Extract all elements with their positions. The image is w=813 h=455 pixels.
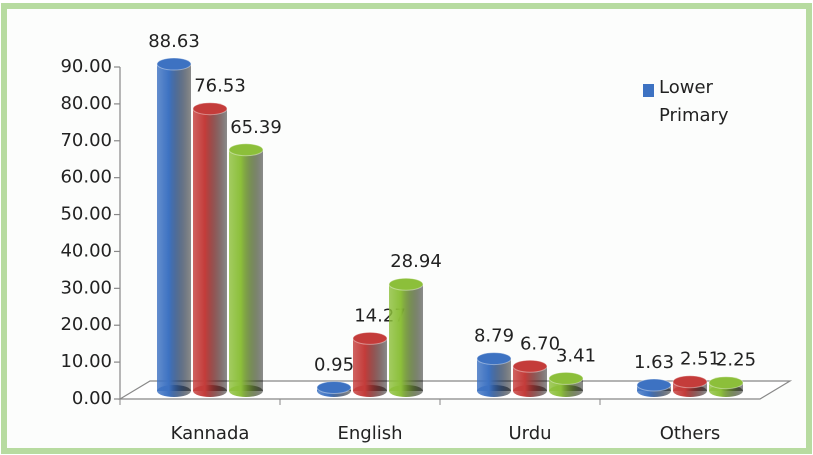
value-label: 1.63 — [634, 352, 674, 373]
value-label: 76.53 — [194, 76, 246, 97]
value-label: 6.70 — [520, 333, 560, 354]
value-label: 8.79 — [474, 326, 514, 347]
y-tick-label: 50.00 — [60, 204, 112, 225]
bar-cap — [192, 102, 228, 116]
bar-cap — [672, 375, 708, 389]
legend-swatch — [643, 84, 654, 97]
y-tick-label: 30.00 — [60, 277, 112, 298]
value-label: 2.51 — [680, 349, 720, 370]
legend-label: Lower Primary — [659, 77, 729, 126]
y-tick-label: 70.00 — [60, 130, 112, 151]
bar-cap — [708, 376, 744, 390]
bar-cap — [476, 352, 512, 366]
bar — [193, 108, 227, 391]
value-label: 88.63 — [148, 31, 200, 52]
value-label: 0.95 — [314, 354, 354, 375]
bar-cap — [316, 380, 352, 394]
value-label: 3.41 — [556, 345, 596, 366]
bar-cap — [512, 359, 548, 373]
legend-entry: Lower Primary — [659, 77, 729, 126]
floor — [117, 380, 793, 400]
y-tick-label: 0.00 — [72, 388, 112, 409]
bar-cap — [228, 143, 264, 157]
bar — [353, 338, 387, 391]
value-label: 28.94 — [390, 251, 442, 272]
value-label: 2.25 — [716, 350, 756, 371]
bar — [389, 284, 423, 391]
x-tick-label: English — [338, 423, 403, 444]
value-label: 65.39 — [230, 117, 282, 138]
x-tick-label: Others — [660, 423, 721, 444]
x-tick-label: Kannada — [171, 423, 250, 444]
y-tick-label: 60.00 — [60, 167, 112, 188]
bar-cap — [388, 277, 424, 291]
bar — [229, 149, 263, 391]
y-tick-label: 80.00 — [60, 93, 112, 114]
bar-cap — [352, 331, 388, 345]
y-tick-label: 90.00 — [60, 56, 112, 77]
y-tick-label: 40.00 — [60, 240, 112, 261]
bar-cap — [636, 378, 672, 392]
x-tick-label: Urdu — [508, 423, 551, 444]
bar-cap — [156, 57, 192, 71]
y-tick-label: 20.00 — [60, 314, 112, 335]
bar-cap — [548, 371, 584, 385]
y-tick-label: 10.00 — [60, 351, 112, 372]
bar — [157, 64, 191, 392]
